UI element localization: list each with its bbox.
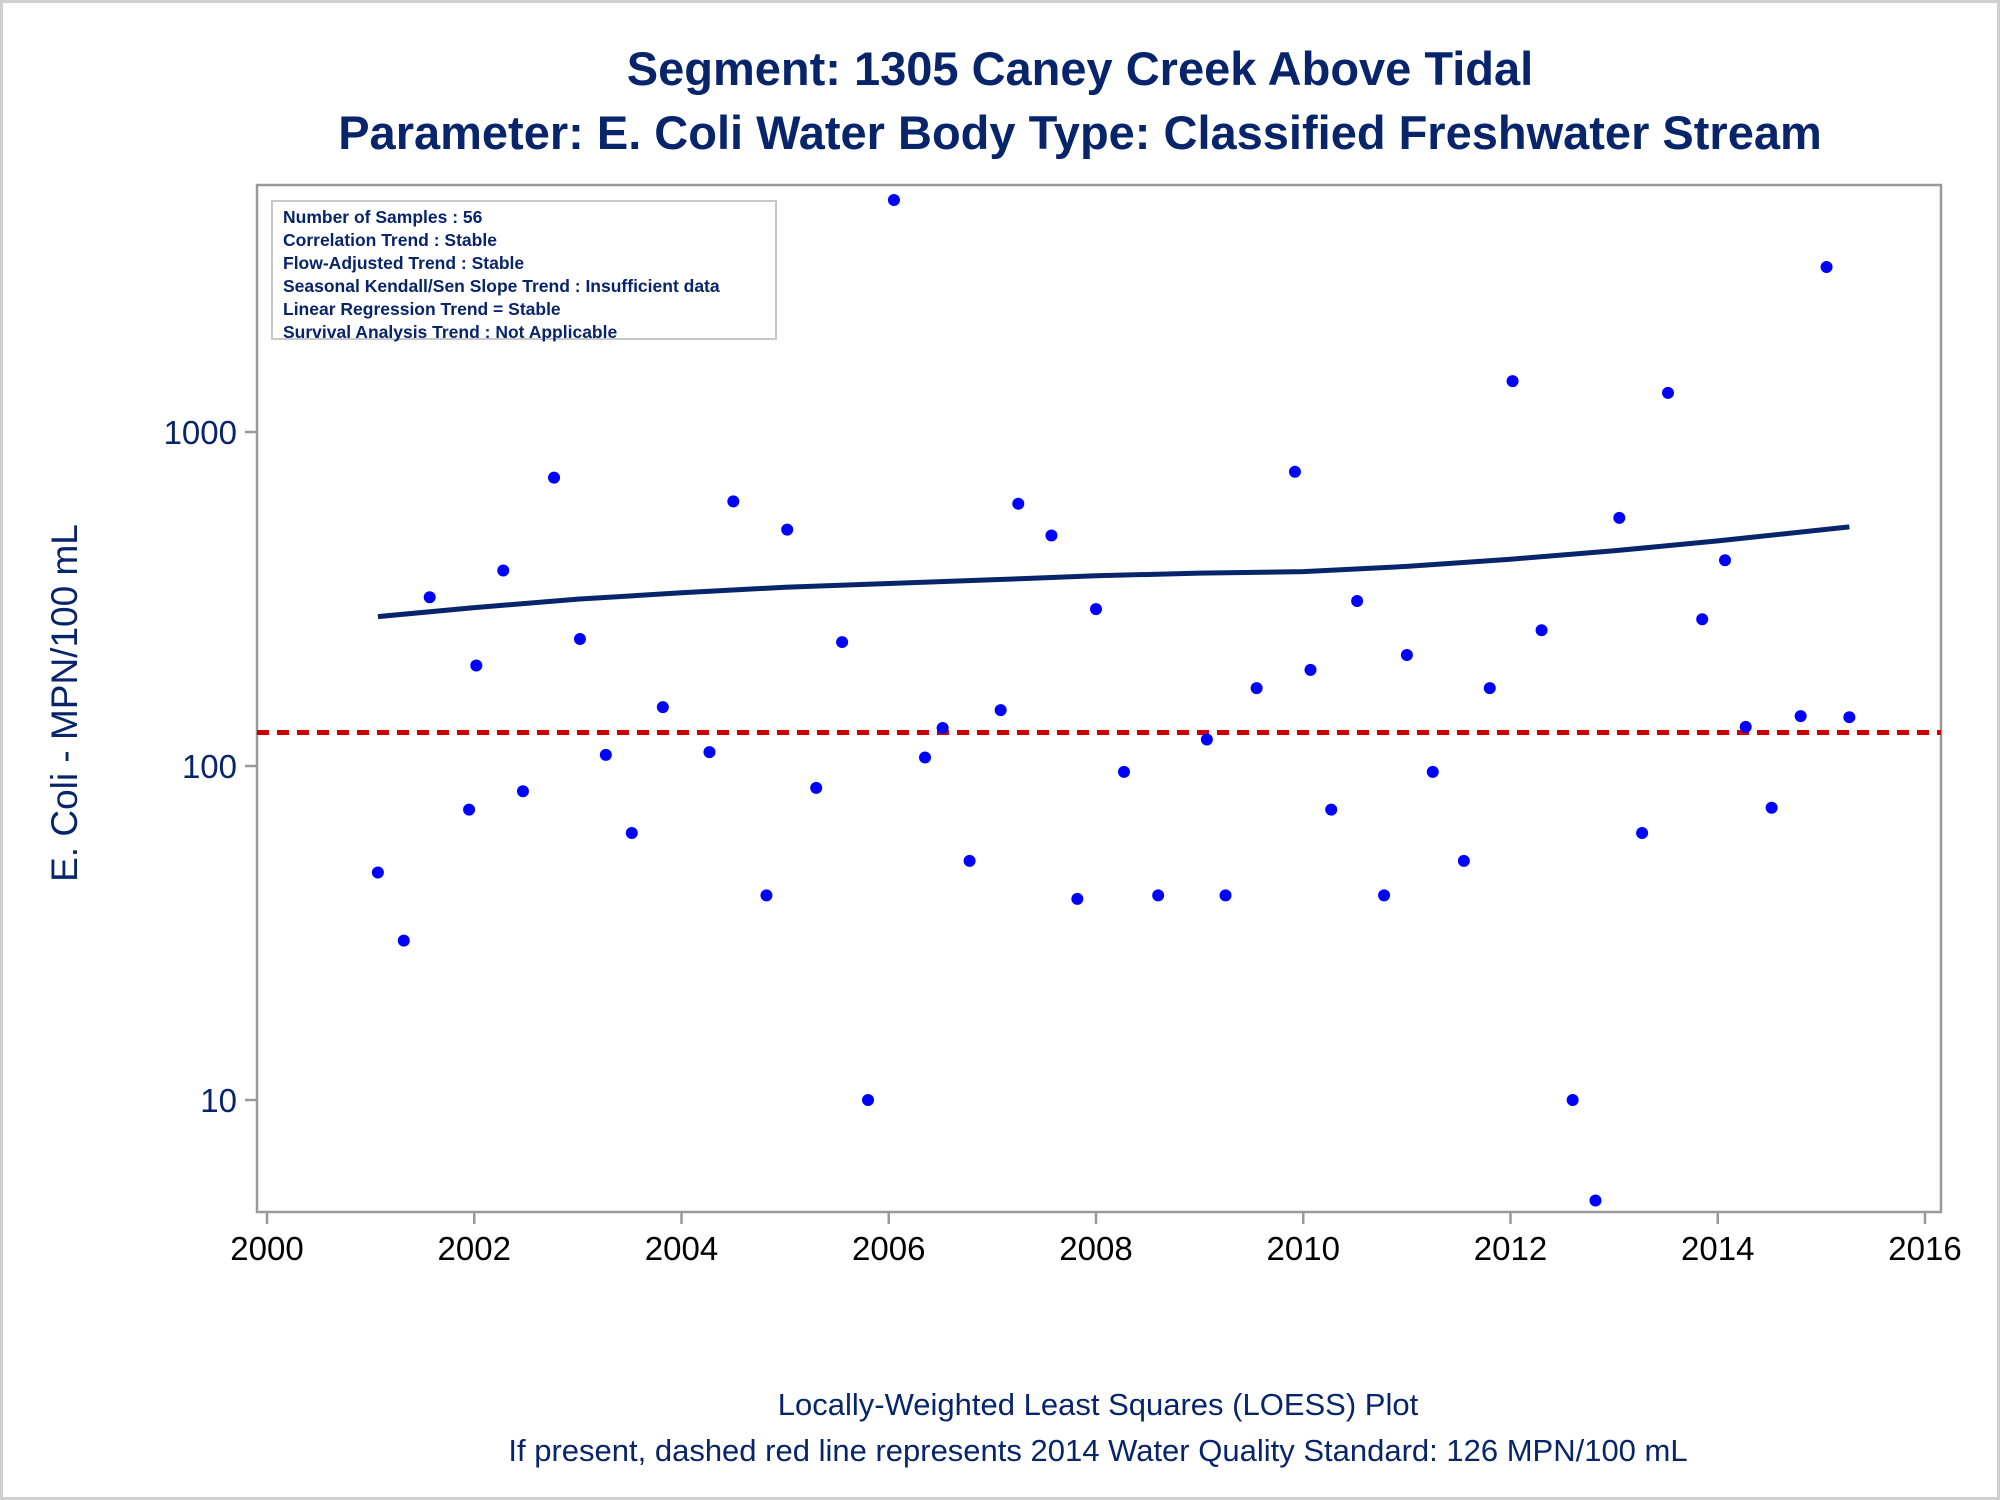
sample-point (1045, 529, 1058, 542)
sample-point (1765, 801, 1778, 814)
sample-point (497, 564, 510, 577)
stat-seasonal-kendall-trend: Seasonal Kendall/Sen Slope Trend : Insuf… (283, 276, 720, 296)
sample-point (781, 523, 794, 536)
y-tick-label: 1000 (164, 414, 237, 451)
sample-point (1589, 1194, 1602, 1207)
sample-point (1535, 624, 1548, 637)
sample-point (516, 785, 529, 798)
sample-point (703, 746, 716, 759)
y-tick-label: 10 (200, 1082, 237, 1119)
sample-point (1506, 375, 1519, 388)
x-tick-label: 2006 (852, 1230, 925, 1267)
plot-area-frame (255, 183, 1943, 1214)
x-tick-label: 2016 (1888, 1230, 1961, 1267)
sample-point (760, 889, 773, 902)
sample-point (1483, 682, 1496, 695)
sample-point (836, 636, 849, 649)
sample-point (1457, 854, 1470, 867)
sample-point (1090, 603, 1102, 616)
sample-point (1378, 889, 1391, 902)
sample-point (470, 659, 483, 672)
x-tick-label: 2004 (645, 1230, 718, 1267)
sample-point (1325, 803, 1338, 816)
x-tick-label: 2014 (1681, 1230, 1754, 1267)
sample-point (548, 471, 561, 484)
sample-point (1566, 1094, 1579, 1106)
footnote-plot-type: Locally-Weighted Least Squares (LOESS) P… (777, 1387, 1419, 1422)
sample-point (1288, 465, 1301, 478)
stat-flow-adjusted-trend: Flow-Adjusted Trend : Stable (283, 253, 525, 273)
sample-point (1219, 889, 1232, 902)
sample-point (936, 721, 949, 734)
sample-point (1117, 765, 1130, 778)
sample-point (1696, 613, 1709, 626)
sample-point (656, 701, 669, 714)
sample-point (963, 854, 976, 867)
chart-plot: 2000 2002 2004 2006 2008 2010 2012 2014 2016 10 10… (164, 183, 1962, 1267)
x-tick-label: 2002 (438, 1230, 511, 1267)
sample-point (423, 591, 436, 604)
sample-point (1843, 711, 1856, 724)
sample-point (1071, 892, 1084, 905)
y-tick-label: 100 (182, 748, 237, 785)
sample-point (862, 1094, 875, 1106)
sample-point (1613, 511, 1626, 524)
sample-point (463, 803, 476, 816)
sample-point (625, 827, 638, 840)
sample-point (810, 781, 823, 794)
footnote-standard-note: If present, dashed red line represents 2… (508, 1433, 1688, 1468)
stat-linear-regression-trend: Linear Regression Trend = Stable (283, 299, 561, 319)
chart-subtitle: Parameter: E. Coli Water Body Type: Clas… (338, 106, 1822, 159)
sample-point (1012, 497, 1025, 510)
stat-correlation-trend: Correlation Trend : Stable (283, 230, 497, 250)
sample-point (599, 748, 612, 761)
sample-point (1250, 682, 1263, 695)
sample-point (919, 751, 932, 764)
trend-stats-box: Number of Samples : 56 Correlation Trend… (271, 200, 777, 342)
sample-point (1200, 733, 1213, 746)
sample-point (994, 704, 1007, 717)
stat-sample-count: Number of Samples : 56 (283, 207, 483, 227)
x-tick-label: 2008 (1059, 1230, 1132, 1267)
sample-point (1794, 710, 1807, 723)
sample-point (1152, 889, 1165, 902)
y-axis-label: E. Coli - MPN/100 mL (44, 524, 85, 882)
stat-survival-analysis-trend: Survival Analysis Trend : Not Applicable (283, 322, 618, 342)
sample-point (1351, 594, 1364, 607)
sample-point (1820, 260, 1833, 273)
x-tick-label: 2012 (1474, 1230, 1547, 1267)
sample-point (727, 495, 740, 508)
sample-point (887, 194, 900, 207)
chart-title: Segment: 1305 Caney Creek Above Tidal (626, 42, 1534, 95)
loess-curve (377, 524, 1850, 620)
x-tick-label: 2010 (1267, 1230, 1340, 1267)
sample-point (397, 934, 410, 947)
sample-point (1719, 554, 1732, 567)
sample-point (1304, 663, 1317, 676)
sample-point (1739, 720, 1752, 733)
sample-point (1400, 648, 1413, 661)
sample-point (1426, 765, 1439, 778)
sample-point (573, 633, 586, 646)
sample-point (1636, 827, 1649, 840)
sample-point (1662, 386, 1675, 399)
x-tick-label: 2000 (230, 1230, 303, 1267)
sample-point (371, 866, 384, 879)
